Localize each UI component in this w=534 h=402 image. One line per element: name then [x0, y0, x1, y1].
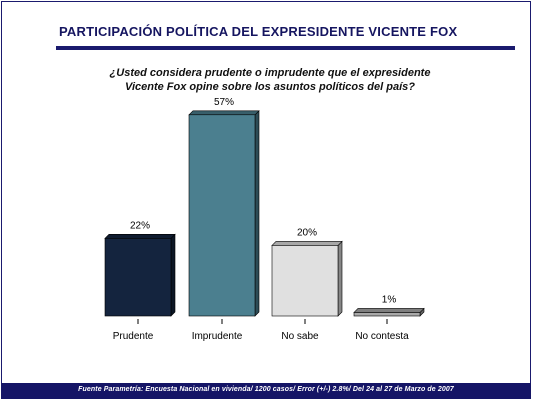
survey-question: ¿Usted considera prudente o imprudente q… — [60, 66, 480, 94]
page-title: PARTICIPACIÓN POLÍTICA DEL EXPRESIDENTE … — [59, 24, 458, 39]
bar-0 — [104, 238, 172, 317]
footer-source: Fuente Parametría: Encuesta Nacional en … — [78, 386, 454, 393]
title-underline — [56, 46, 515, 50]
data-label-3: 1% — [382, 294, 397, 305]
bar-3 — [353, 312, 421, 317]
bar-top-1 — [188, 110, 260, 116]
category-label-3: No contesta — [355, 331, 409, 342]
data-label-1: 57% — [214, 97, 234, 108]
bar-top-2 — [271, 241, 343, 246]
category-label-0: Prudente — [113, 331, 154, 342]
question-line-1: ¿Usted considera prudente o imprudente q… — [109, 67, 431, 79]
bar-side-1 — [254, 110, 260, 317]
bar-2 — [271, 245, 339, 317]
data-label-2: 20% — [297, 227, 317, 238]
bar-1 — [188, 114, 256, 317]
bar-top-3 — [353, 308, 425, 313]
bar-side-2 — [337, 240, 343, 317]
data-label-0: 22% — [130, 220, 150, 231]
question-line-2: Vicente Fox opine sobre los asuntos polí… — [125, 81, 415, 93]
bar-side-0 — [170, 233, 176, 317]
bar-top-0 — [104, 234, 176, 239]
category-label-1: Imprudente — [192, 331, 243, 342]
category-label-2: No sabe — [281, 331, 319, 342]
footer-bar: Fuente Parametría: Encuesta Nacional en … — [1, 383, 531, 399]
